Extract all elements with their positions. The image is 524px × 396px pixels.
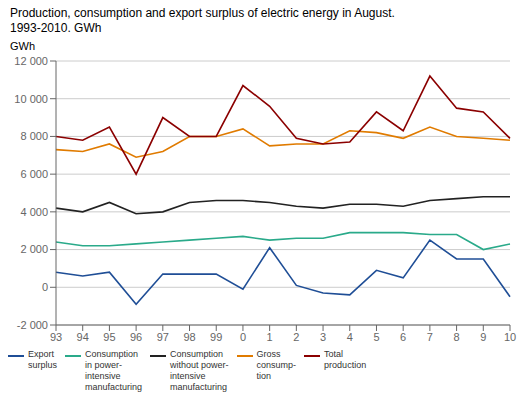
svg-text:2 000: 2 000 xyxy=(20,243,48,255)
svg-text:10 000: 10 000 xyxy=(14,93,48,105)
svg-text:9: 9 xyxy=(480,331,486,343)
svg-text:2: 2 xyxy=(293,331,299,343)
svg-text:6 000: 6 000 xyxy=(20,168,48,180)
svg-text:97: 97 xyxy=(157,331,169,343)
svg-text:7: 7 xyxy=(427,331,433,343)
svg-text:94: 94 xyxy=(77,331,89,343)
html-text:GWh: GWh xyxy=(10,40,36,52)
html-text:1993-2010. GWh: 1993-2010. GWh xyxy=(10,21,102,35)
svg-text:4: 4 xyxy=(347,331,353,343)
html-text:Total production: Total production xyxy=(324,349,367,370)
svg-text:4 000: 4 000 xyxy=(20,206,48,218)
html-text:Export surplus: Export surplus xyxy=(28,349,57,370)
svg-text:0: 0 xyxy=(42,281,48,293)
svg-text:1: 1 xyxy=(267,331,273,343)
html-text:Gross consump- tion: Gross consump- tion xyxy=(256,349,297,381)
svg-text:3: 3 xyxy=(320,331,326,343)
svg-text:6: 6 xyxy=(400,331,406,343)
svg-text:93: 93 xyxy=(50,331,62,343)
svg-text:8 000: 8 000 xyxy=(20,130,48,142)
svg-text:0: 0 xyxy=(240,331,246,343)
svg-text:5: 5 xyxy=(373,331,379,343)
svg-text:95: 95 xyxy=(103,331,115,343)
html-text:Consumption without power- int: Consumption without power- intensive man… xyxy=(170,349,229,392)
html-text:Consumption in power- intensiv: Consumption in power- intensive manufact… xyxy=(85,349,143,392)
svg-text:-2 000: -2 000 xyxy=(17,319,48,331)
svg-text:8: 8 xyxy=(454,331,460,343)
svg-text:96: 96 xyxy=(130,331,142,343)
html-text:Production, consumption and ex: Production, consumption and export surpl… xyxy=(10,6,395,20)
svg-text:12 000: 12 000 xyxy=(14,55,48,67)
svg-text:98: 98 xyxy=(183,331,195,343)
svg-text:99: 99 xyxy=(210,331,222,343)
svg-text:10: 10 xyxy=(504,331,516,343)
